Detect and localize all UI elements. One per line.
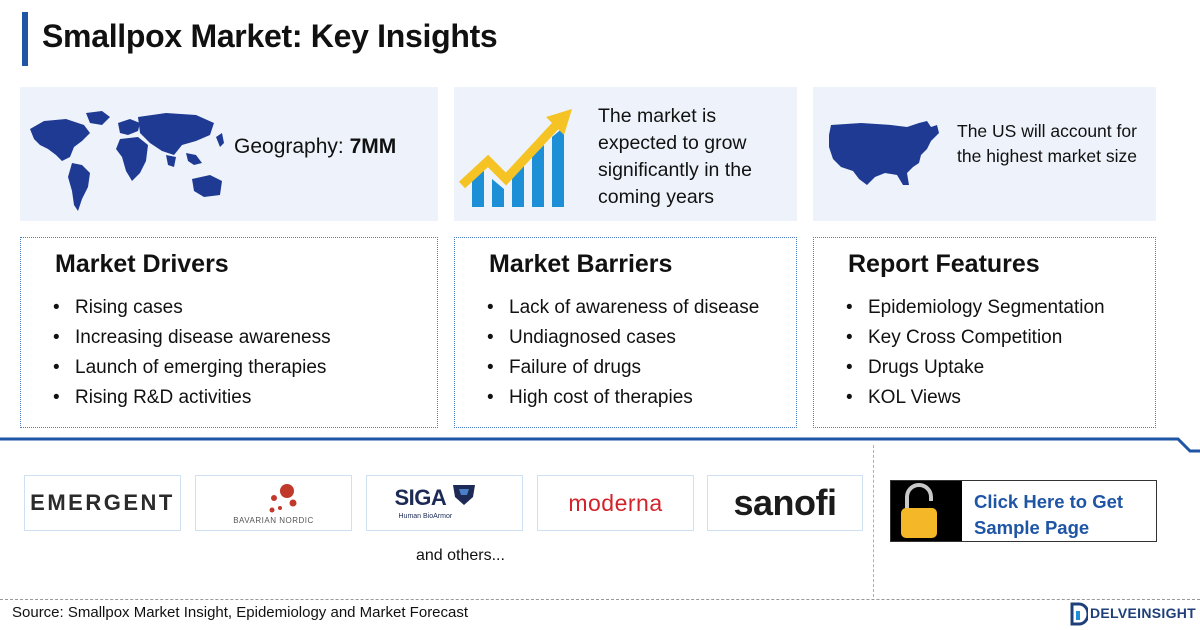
list-item: Undiagnosed cases [487,323,759,353]
list-item: Lack of awareness of disease [487,293,759,323]
market-barriers-title: Market Barriers [489,250,673,278]
geography-value: 7MM [349,135,397,158]
others-note: and others... [416,547,505,564]
geography-text: Geography: 7MM [234,135,397,158]
list-item: Epidemiology Segmentation [846,293,1105,323]
world-map-icon [30,111,224,211]
unlocked-padlock-icon [901,483,937,538]
list-item: High cost of therapies [487,383,759,413]
growth-chart-icon [458,109,572,207]
us-text: The US will account for the highest mark… [957,121,1137,166]
page-title: Smallpox Market: Key Insights [42,18,498,54]
sanofi-logo: sanofi [707,475,863,531]
report-features-panel: Report Features Epidemiology Segmentatio… [813,237,1156,428]
us-card: The US will account for the highest mark… [813,87,1156,221]
us-map-icon [829,121,939,185]
cta-label: Click Here to Get Sample Page [974,491,1124,538]
market-barriers-list: Lack of awareness of disease Undiagnosed… [487,293,759,413]
source-note: Source: Smallpox Market Insight, Epidemi… [12,604,469,621]
list-item: Increasing disease awareness [53,323,331,353]
siga-logo-text: SIGA [394,485,447,510]
market-drivers-title: Market Drivers [55,250,229,278]
emergent-logo: EMERGENT [24,475,181,531]
sanofi-logo-text: sanofi [733,482,837,523]
siga-logo: SIGA Human BioArmor [366,475,523,531]
report-features-title: Report Features [848,250,1040,278]
market-drivers-list: Rising cases Increasing disease awarenes… [53,293,331,413]
moderna-logo: moderna [537,475,694,531]
report-features-list: Epidemiology Segmentation Key Cross Comp… [846,293,1105,413]
growth-text: The market is expected to grow significa… [598,105,752,208]
bavarian-nordic-logo: BAVARIAN NORDIC [195,475,352,531]
title-accent-bar [22,12,28,66]
geography-card: Geography: 7MM [20,87,438,221]
list-item: Rising R&D activities [53,383,331,413]
list-item: Failure of drugs [487,353,759,383]
delveinsight-mark-icon [1070,602,1088,626]
siga-tagline: Human BioArmor [398,513,453,520]
list-item: Rising cases [53,293,331,323]
list-item: Launch of emerging therapies [53,353,331,383]
vertical-divider [873,445,874,597]
delveinsight-logo-text: DELVEINSIGHT [1090,605,1197,621]
bavarian-nordic-dots-icon [269,484,296,513]
list-item: KOL Views [846,383,1105,413]
list-item: Drugs Uptake [846,353,1105,383]
cta-icon-background [891,481,962,541]
growth-card: The market is expected to grow significa… [454,87,797,221]
footer-divider [0,599,1200,600]
market-drivers-panel: Market Drivers Rising cases Increasing d… [20,237,438,428]
siga-shield-icon [452,485,475,505]
bavarian-nordic-logo-text: BAVARIAN NORDIC [233,516,314,525]
emergent-logo-text: EMERGENT [30,490,175,515]
list-item: Key Cross Competition [846,323,1105,353]
get-sample-page-button[interactable]: Click Here to Get Sample Page [890,480,1157,542]
delveinsight-logo: DELVEINSIGHT [1070,601,1196,627]
section-divider [0,437,1200,453]
market-barriers-panel: Market Barriers Lack of awareness of dis… [454,237,797,428]
moderna-logo-text: moderna [568,489,663,516]
